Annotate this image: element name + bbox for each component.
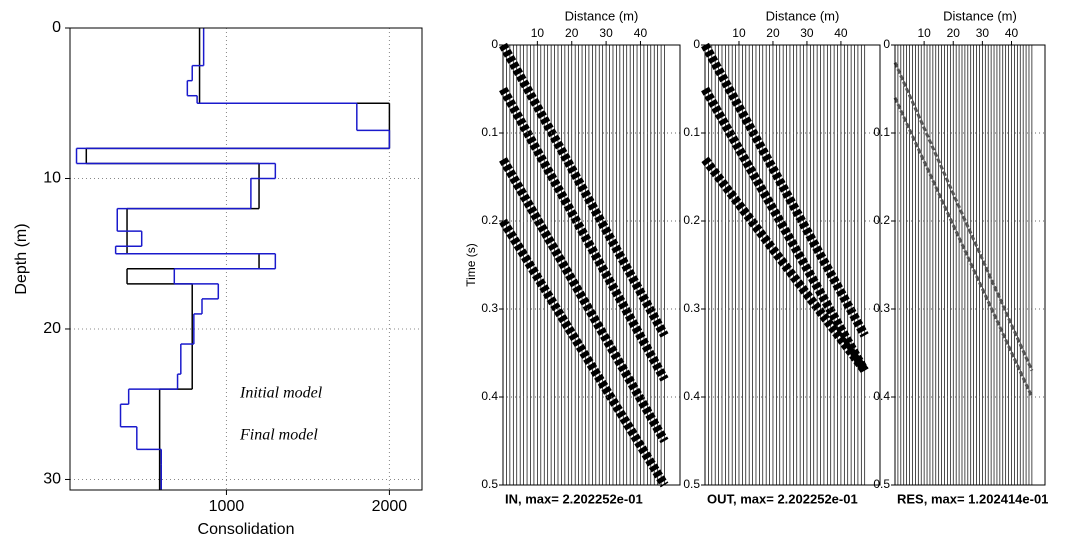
y-tick-label: 0.5 [481, 477, 498, 491]
x-tick-label: 40 [1005, 26, 1019, 40]
panel-caption: RES, max= 1.202414e-01 [897, 491, 1048, 506]
legend-entry: Initial model [239, 385, 323, 402]
plot-frame [894, 44, 1046, 486]
x-tick-label: 30 [599, 26, 613, 40]
y-tick-label: 0 [491, 37, 498, 51]
x-tick-label: 2000 [372, 498, 408, 515]
x-tick-label: 20 [565, 26, 579, 40]
y-tick-label: 0 [883, 37, 890, 51]
y-tick-label: 20 [43, 320, 61, 337]
y-tick-label: 0.4 [873, 389, 890, 403]
y-tick-label: 0.3 [481, 301, 498, 315]
y-tick-label: 0 [52, 19, 61, 36]
y-tick-label: 0.3 [683, 301, 700, 315]
y-axis-label: Time (s) [464, 243, 478, 287]
y-tick-label: 0.1 [683, 125, 700, 139]
legend-entry: Final model [239, 427, 318, 444]
x-tick-label: 30 [976, 26, 990, 40]
x-axis-label: Distance (m) [943, 8, 1017, 23]
x-tick-label: 30 [800, 26, 814, 40]
panel-caption: IN, max= 2.202252e-01 [505, 491, 643, 506]
plot-frame [502, 44, 681, 486]
y-tick-label: 10 [43, 170, 61, 187]
y-tick-label: 0.4 [683, 389, 700, 403]
event [893, 97, 1034, 398]
y-tick-label: 0.4 [481, 389, 498, 403]
x-tick-label: 10 [917, 26, 931, 40]
x-axis-label: Consolidation [198, 521, 295, 538]
y-tick-label: 0.1 [873, 125, 890, 139]
event [701, 156, 869, 374]
x-tick-label: 20 [947, 26, 961, 40]
x-tick-label: 20 [766, 26, 780, 40]
y-tick-label: 0.5 [683, 477, 700, 491]
x-tick-label: 10 [531, 26, 545, 40]
event [893, 61, 1034, 372]
plot-frame [69, 27, 423, 491]
x-axis-label: Distance (m) [565, 8, 639, 23]
x-tick-label: 40 [834, 26, 848, 40]
x-tick-label: 10 [732, 26, 746, 40]
y-tick-label: 0.5 [873, 477, 890, 491]
x-tick-label: 1000 [209, 498, 245, 515]
y-tick-label: 0.2 [683, 213, 700, 227]
plot-frame [704, 44, 881, 486]
y-tick-label: 0.2 [481, 213, 498, 227]
event [701, 86, 869, 373]
x-axis-label: Distance (m) [766, 8, 840, 23]
y-tick-label: 0.3 [873, 301, 890, 315]
y-tick-label: 30 [43, 471, 61, 488]
event [499, 86, 669, 382]
event [499, 218, 669, 488]
event [499, 42, 669, 338]
y-axis-label: Depth (m) [13, 223, 30, 294]
y-tick-label: 0.2 [873, 213, 890, 227]
x-tick-label: 40 [634, 26, 648, 40]
panel-caption: OUT, max= 2.202252e-01 [707, 491, 858, 506]
y-tick-label: 0 [693, 37, 700, 51]
y-tick-label: 0.1 [481, 125, 498, 139]
event [499, 157, 669, 444]
event [701, 42, 869, 338]
